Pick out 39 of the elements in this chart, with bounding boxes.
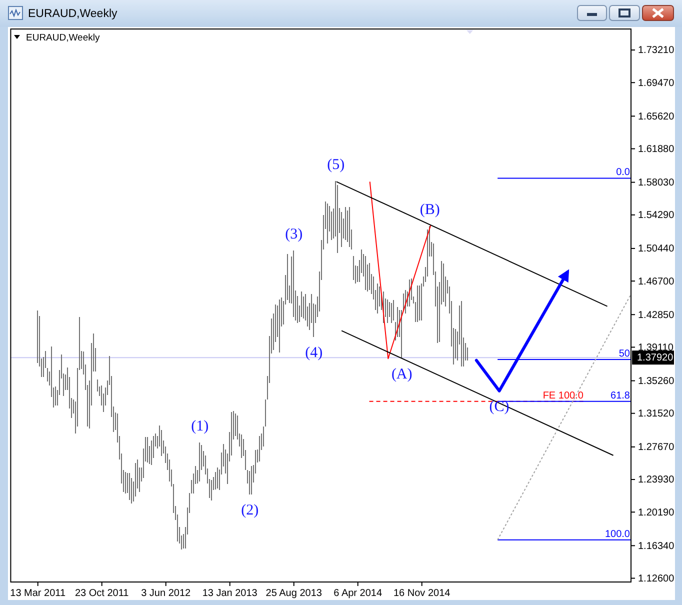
y-tick-label: 1.16340 <box>638 540 675 552</box>
series-label: 0.0 <box>616 167 630 178</box>
x-tick-label: 16 Nov 2014 <box>393 588 451 600</box>
y-tick-label: 1.46700 <box>638 276 675 288</box>
x-tick-label: 6 Apr 2014 <box>334 588 382 600</box>
x-tick-label: 13 Jan 2013 <box>202 588 258 600</box>
y-tick-label: 1.58030 <box>638 178 675 189</box>
series-label: 61.8 <box>610 390 630 402</box>
series-label: 50 <box>618 348 630 360</box>
x-tick-label: 25 Aug 2013 <box>266 588 322 600</box>
y-tick-label: 1.73210 <box>638 45 675 56</box>
chart-title: EURAUD,Weekly <box>28 8 118 20</box>
y-tick-label: 1.35260 <box>638 376 675 387</box>
annotation: (C) <box>489 398 510 415</box>
y-tick-label: 1.23930 <box>638 474 675 486</box>
annotation: (3) <box>285 226 303 243</box>
y-tick-label: 1.12600 <box>638 573 675 584</box>
y-tick-label: 1.69470 <box>638 78 675 89</box>
y-tick-label: 1.31520 <box>638 408 675 420</box>
annotation: (2) <box>241 502 259 519</box>
y-tick-label: 1.50440 <box>638 244 675 255</box>
x-tick-label: 3 Jun 2012 <box>141 588 192 600</box>
chart-subtitle: EURAUD,Weekly <box>26 32 100 43</box>
y-tick-label: 1.61880 <box>638 144 675 155</box>
y-tick-label: 1.65620 <box>638 111 675 122</box>
y-tick-label: 1.54290 <box>638 210 675 222</box>
annotation: (5) <box>327 156 345 173</box>
y-tick-label: 1.42850 <box>638 310 675 321</box>
x-tick-label: 23 Oct 2011 <box>74 588 130 600</box>
annotation: (1) <box>191 418 209 434</box>
x-tick-label: 13 Mar 2011 <box>10 588 66 600</box>
y-tick-label: 1.20190 <box>638 507 675 518</box>
ref-line-label: 1.37920 <box>637 352 674 364</box>
annotation: (B) <box>420 202 440 218</box>
annotation: (A) <box>391 366 412 383</box>
series-label: 100.0 <box>604 528 630 540</box>
y-tick-label: 1.27670 <box>638 442 675 454</box>
series-label: FE 100.0 <box>542 390 584 402</box>
annotation: (4) <box>305 344 323 361</box>
